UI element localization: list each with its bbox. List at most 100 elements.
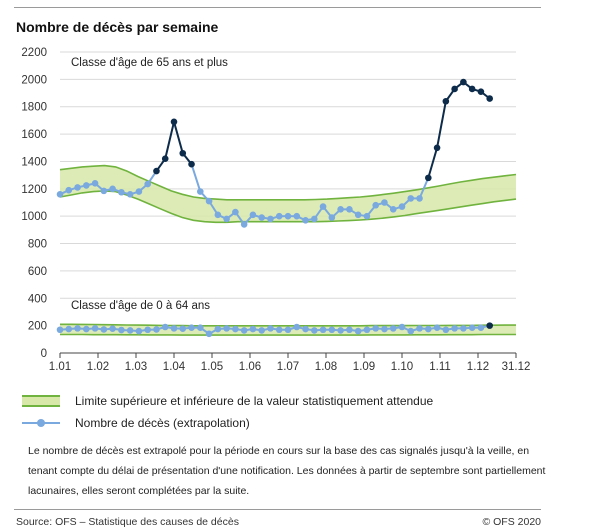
deaths-point [197,188,204,195]
methodology-note: Le nombre de décès est extrapolé pour la… [28,441,548,501]
deaths-point [443,98,450,105]
y-tick-label: 600 [28,266,47,278]
deaths-point [407,195,414,202]
deaths-point [460,79,467,86]
deaths-point [425,175,432,182]
deaths-point [355,328,362,335]
y-tick-label: 0 [41,348,47,360]
deaths-point [258,327,265,334]
deaths-point [381,199,388,206]
deaths-point [179,150,186,157]
deaths-point [118,327,125,334]
deaths-point [136,328,143,335]
deaths-point [57,191,64,198]
deaths-point [311,216,318,223]
deaths-point [293,213,300,220]
deaths-point [83,326,90,333]
deaths-point [171,118,178,125]
deaths-point [162,155,169,162]
deaths-point [346,206,353,213]
deaths-point [241,221,248,228]
deaths-point [215,326,222,333]
deaths-point [250,326,257,333]
y-tick-label: 1800 [21,102,47,114]
legend-band-label: Limite supérieure et inférieure de la va… [75,394,433,408]
deaths-point [179,325,186,332]
x-tick-label: 1.07 [277,361,299,373]
deaths-point [74,325,81,332]
deaths-point [144,326,151,333]
x-tick-label: 1.04 [163,361,186,373]
y-tick-label: 1200 [21,184,47,196]
deaths-point [390,325,397,332]
deaths-point [337,327,344,334]
deaths-point [486,95,493,102]
deaths-point [232,209,239,216]
y-tick-label: 2200 [21,47,47,59]
deaths-line-segment [428,148,437,178]
deaths-point [101,188,108,195]
y-tick-label: 2000 [21,74,47,86]
deaths-point [109,186,116,193]
deaths-point [364,326,371,333]
x-tick-label: 1.06 [239,361,261,373]
deaths-point [346,326,353,333]
deaths-point [478,324,485,331]
deaths-point [223,325,230,332]
deaths-point [144,181,151,188]
deaths-point [197,324,204,331]
deaths-point [188,161,195,168]
deaths-point [302,217,309,224]
deaths-point [215,212,222,219]
deaths-point [311,327,318,334]
y-tick-label: 800 [28,239,47,251]
deaths-point [153,326,160,333]
deaths-point [329,326,336,333]
deaths-point [109,325,116,332]
legend-line-swatch [22,417,60,429]
deaths-point [188,324,195,331]
legend-band-swatch [22,395,60,407]
deaths-point [162,324,169,331]
deaths-point [416,195,423,202]
deaths-point [355,212,362,219]
deaths-point [267,216,274,223]
chart: 0200400600800100012001400160018002000220… [0,0,598,400]
deaths-point [276,213,283,220]
deaths-point [285,326,292,333]
deaths-point [399,203,406,210]
deaths-point [302,326,309,333]
deaths-point [381,326,388,333]
legend-line-label: Nombre de décès (extrapolation) [75,416,250,430]
deaths-point [469,86,476,93]
deaths-point [118,189,125,196]
deaths-line-segment [165,122,174,159]
group-annotation: Classe d'âge de 0 à 64 ans [71,300,210,312]
deaths-point [206,198,213,205]
deaths-point [372,202,379,209]
x-tick-label: 1.12 [467,361,489,373]
x-tick-label: 1.08 [315,361,337,373]
deaths-point [407,328,414,335]
y-tick-label: 1000 [21,211,47,223]
y-tick-label: 400 [28,293,47,305]
deaths-point [92,180,99,187]
deaths-point [478,88,485,95]
deaths-point [486,322,493,329]
group-annotation: Classe d'âge de 65 ans et plus [71,57,228,69]
deaths-line-segment [174,122,183,153]
deaths-point [171,325,178,332]
deaths-point [451,325,458,332]
deaths-point [153,168,160,175]
deaths-point [127,327,134,334]
deaths-point [434,324,441,331]
deaths-point [101,326,108,333]
deaths-point [425,326,432,333]
y-tick-label: 200 [28,321,47,333]
x-tick-label: 1.03 [125,361,147,373]
deaths-point [451,86,458,93]
deaths-point [127,191,134,198]
deaths-point [372,325,379,332]
deaths-point [469,324,476,331]
deaths-point [241,327,248,334]
